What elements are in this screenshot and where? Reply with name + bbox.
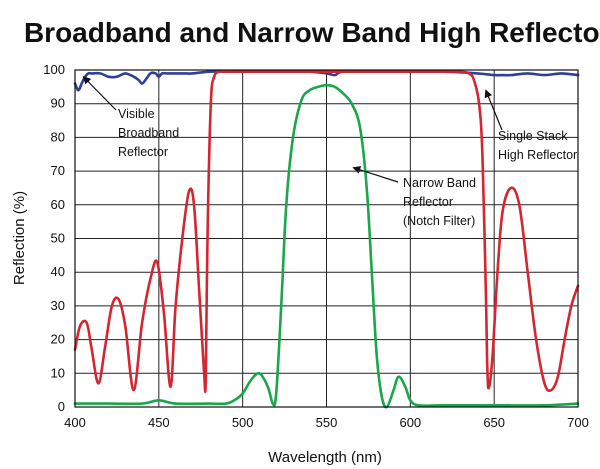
- y-tick-label-4: 40: [51, 264, 65, 279]
- chart-title: Broadband and Narrow Band High Reflector…: [24, 17, 600, 48]
- annotation-arrow-2: [352, 166, 399, 183]
- y-axis-label: Reflection (%): [11, 191, 28, 285]
- series-line-broadband: [73, 70, 580, 92]
- y-tick-label-9: 90: [51, 96, 65, 111]
- annotation-arrow-0: [82, 76, 117, 111]
- y-tick-label-3: 30: [51, 298, 65, 313]
- annotation-text-0-0: Visible: [118, 107, 155, 121]
- x-tick-label-2: 500: [232, 415, 254, 430]
- annotation-text-1-1: High Reflector: [498, 148, 577, 162]
- x-axis-label: Wavelength (nm): [268, 449, 382, 466]
- x-tick-label-5: 650: [483, 415, 505, 430]
- y-tick-label-8: 80: [51, 129, 65, 144]
- annotations: Visible Broadband Reflector Single Stack Hig…: [82, 76, 577, 228]
- y-tick-label-5: 50: [51, 231, 65, 246]
- y-axis-ticks: 0 10 20 30 40 50 60 70 80 90 100: [43, 62, 65, 414]
- annotation-arrow-1: [484, 89, 503, 131]
- y-tick-label-0: 0: [58, 399, 65, 414]
- plot-frame: [74, 69, 579, 408]
- y-tick-label-7: 70: [51, 163, 65, 178]
- x-tick-label-4: 600: [399, 415, 421, 430]
- x-axis-ticks: 400 450 500 550 600 650 700: [64, 415, 589, 430]
- annotation-text-2-2: (Notch Filter): [403, 214, 475, 228]
- y-tick-label-1: 10: [51, 365, 65, 380]
- x-tick-label-0: 400: [64, 415, 86, 430]
- y-tick-label-6: 60: [51, 197, 65, 212]
- annotation-text-1-0: Single Stack: [498, 129, 568, 143]
- x-tick-label-3: 550: [316, 415, 338, 430]
- annotation-text-2-0: Narrow Band: [403, 176, 476, 190]
- series-line-single-stack: [73, 70, 580, 394]
- series-line-narrow-band: [73, 83, 580, 409]
- y-tick-label-10: 100: [43, 62, 65, 77]
- x-tick-label-6: 700: [567, 415, 589, 430]
- series-group: [73, 70, 580, 409]
- x-tick-label-1: 450: [148, 415, 170, 430]
- annotation-text-0-2: Reflector: [118, 145, 168, 159]
- annotation-text-0-1: Broadband: [118, 126, 179, 140]
- annotation-text-2-1: Reflector: [403, 195, 453, 209]
- y-tick-label-2: 20: [51, 332, 65, 347]
